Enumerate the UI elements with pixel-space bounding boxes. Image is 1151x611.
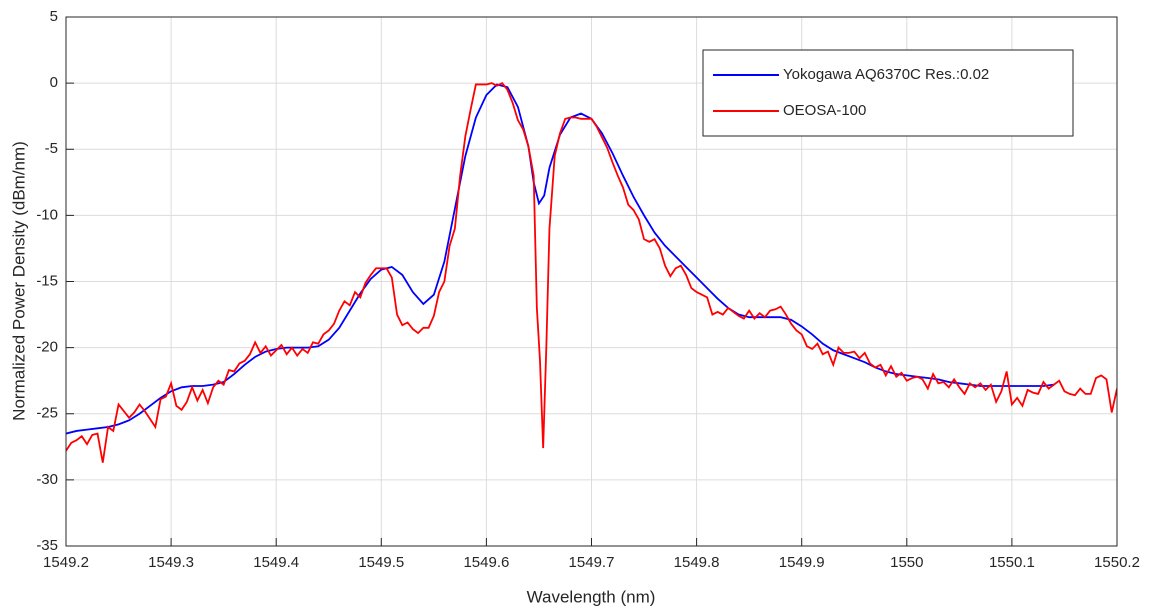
data-line <box>66 81 1117 463</box>
y-tick-label: -5 <box>45 140 58 157</box>
x-tick-label: 1549.2 <box>43 554 89 571</box>
x-tick-label: 1549.3 <box>148 554 194 571</box>
y-tick-label: -20 <box>36 339 58 356</box>
y-tick-label: -35 <box>36 537 58 554</box>
x-tick-label: 1550.1 <box>989 554 1035 571</box>
legend-label: Yokogawa AQ6370C Res.:0.02 <box>783 66 989 83</box>
y-tick-label: 0 <box>50 74 58 91</box>
y-tick-label: -25 <box>36 405 58 422</box>
data-line <box>66 83 1055 435</box>
x-tick-label: 1549.5 <box>358 554 404 571</box>
x-tick-label: 1550 <box>890 554 923 571</box>
axes-box <box>65 16 1118 547</box>
y-tick-label: -15 <box>36 272 58 289</box>
legend-label: OEOSA-100 <box>783 102 866 119</box>
x-tick-label: 1550.2 <box>1094 554 1140 571</box>
x-tick-label: 1549.4 <box>253 554 299 571</box>
y-tick-label: 5 <box>50 8 58 25</box>
x-tick-label: 1549.9 <box>779 554 825 571</box>
legend-box <box>702 49 1074 137</box>
y-axis-label: Normalized Power Density (dBm/nm) <box>9 141 28 421</box>
x-tick-label: 1549.7 <box>569 554 615 571</box>
y-tick-label: -30 <box>36 471 58 488</box>
y-tick-label: -10 <box>36 206 58 223</box>
x-tick-label: 1549.8 <box>674 554 720 571</box>
x-tick-label: 1549.6 <box>463 554 509 571</box>
x-axis-label: Wavelength (nm) <box>527 587 656 606</box>
